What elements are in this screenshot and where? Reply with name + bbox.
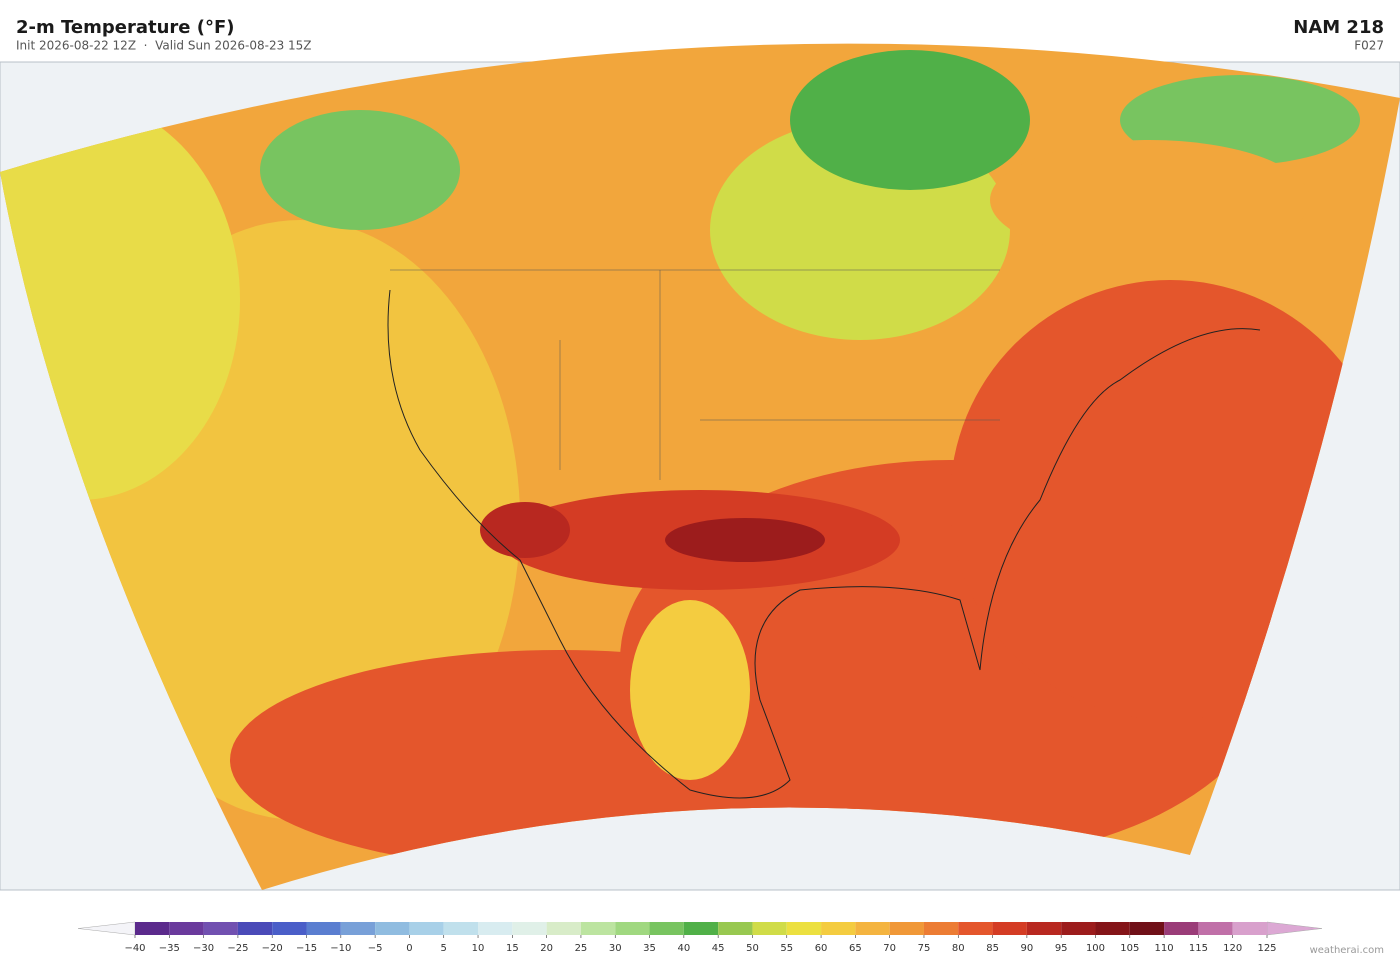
colorbar-segment (375, 922, 410, 935)
credit: weatherai.com (1310, 945, 1384, 956)
colorbar-tick-label: 10 (472, 943, 485, 954)
colorbar-tick-label: 120 (1223, 943, 1242, 954)
colorbar-segment (923, 922, 959, 935)
field-region (260, 110, 460, 230)
temperature-field (0, 43, 1400, 890)
colorbar-tick-label: 95 (1055, 943, 1068, 954)
colorbar-tick-label: −30 (193, 943, 214, 954)
colorbar-segment (169, 922, 204, 935)
colorbar-tick-label: −10 (330, 943, 351, 954)
field-region (480, 502, 570, 558)
colorbar-tick-label: 125 (1257, 943, 1276, 954)
colorbar-tick-label: −25 (227, 943, 248, 954)
colorbar-tick-label: −40 (124, 943, 145, 954)
colorbar-segment (272, 922, 307, 935)
colorbar-segment (958, 922, 993, 935)
colorbar-segment (478, 922, 513, 935)
colorbar-tick-label: −35 (159, 943, 180, 954)
colorbar-segment (1198, 922, 1233, 935)
colorbar-segment (546, 922, 581, 935)
colorbar-segment (1026, 922, 1062, 935)
colorbar-over (1266, 921, 1323, 936)
colorbar-tick-label: 100 (1086, 943, 1105, 954)
colorbar-tick-label: 90 (1021, 943, 1034, 954)
field-region (665, 518, 825, 562)
colorbar-tick-label: −15 (296, 943, 317, 954)
colorbar-tick-label: 20 (540, 943, 553, 954)
colorbar-tick-label: 40 (677, 943, 690, 954)
colorbar-tick-label: 25 (575, 943, 588, 954)
colorbar-segment (237, 922, 273, 935)
subtitle: Init 2026-08-22 12Z · Valid Sun 2026-08-… (16, 39, 312, 53)
colorbar-segment (821, 922, 856, 935)
colorbar-tick-label: −20 (262, 943, 283, 954)
colorbar-segment (580, 922, 616, 935)
colorbar-segment (889, 922, 924, 935)
colorbar-segment (340, 922, 376, 935)
colorbar-segment (1095, 922, 1130, 935)
colorbar-segment (1164, 922, 1199, 935)
colorbar-tick-label: 105 (1120, 943, 1139, 954)
colorbar-tick-label: 50 (746, 943, 759, 954)
colorbar-segment (306, 922, 341, 935)
coastline (387, 289, 1261, 799)
field-region (630, 600, 750, 780)
colorbar-tick-label: 45 (712, 943, 725, 954)
borders (390, 269, 1000, 480)
field-region (0, 100, 240, 500)
colorbar-tick-label: 0 (406, 943, 412, 954)
colorbar-segment (1061, 922, 1096, 935)
field-region (790, 50, 1030, 190)
colorbar-segment (855, 922, 890, 935)
forecast-hour: F027 (1354, 39, 1384, 53)
colorbar-segment (443, 922, 479, 935)
colorbar-segment (718, 922, 753, 935)
colorbar-tick-label: 35 (643, 943, 656, 954)
colorbar-tick-label: 5 (441, 943, 447, 954)
colorbar-segment (409, 922, 444, 935)
colorbar-tick-label: 75 (918, 943, 931, 954)
colorbar-segment (649, 922, 684, 935)
colorbar-segment (615, 922, 650, 935)
colorbar-tick-label: 80 (952, 943, 965, 954)
colorbar-segment (683, 922, 719, 935)
colorbar-tick-label: 55 (780, 943, 793, 954)
colorbar-segment (992, 922, 1027, 935)
colorbar-tick-label: 110 (1155, 943, 1174, 954)
colorbar-tick-label: 30 (609, 943, 622, 954)
colorbar-under (77, 921, 136, 936)
field-region (990, 140, 1310, 260)
colorbar-segment (786, 922, 822, 935)
colorbar-tick-label: 15 (506, 943, 519, 954)
colorbar-tick-label: 65 (849, 943, 862, 954)
colorbar-tick-label: 115 (1189, 943, 1208, 954)
colorbar-segment (1129, 922, 1165, 935)
colorbar-tick-label: 85 (986, 943, 999, 954)
colorbar-segment (203, 922, 238, 935)
colorbar-segment (135, 922, 170, 935)
colorbar-segment (1232, 922, 1267, 935)
colorbar-tick-label: 60 (815, 943, 828, 954)
colorbar-segment (512, 922, 547, 935)
colorbar-tick-label: −5 (368, 943, 383, 954)
model: NAM 218 (1293, 17, 1384, 38)
colorbar-segment (752, 922, 787, 935)
title: 2-m Temperature (°F) (16, 17, 235, 38)
colorbar-tick-label: 70 (883, 943, 896, 954)
